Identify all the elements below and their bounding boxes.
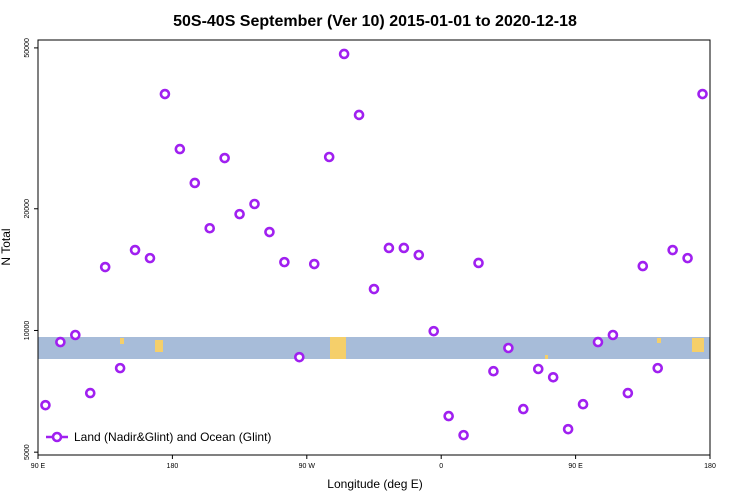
point: [84, 387, 96, 399]
point: [607, 329, 619, 341]
legend-marker: [51, 431, 63, 443]
point: [234, 208, 245, 220]
point: [413, 249, 425, 261]
x-axis-label: Longitude (deg E): [327, 477, 422, 491]
point: [368, 283, 380, 295]
point: [577, 398, 589, 410]
land-patch: [692, 338, 704, 352]
x-tick-label: 180: [704, 463, 716, 470]
point: [294, 351, 305, 363]
x-tick-label: 90 W: [299, 463, 316, 470]
point: [159, 88, 171, 100]
chart-title: 50S-40S September (Ver 10) 2015-01-01 to…: [173, 13, 577, 30]
point: [264, 226, 275, 238]
legend-label: Land (Nadir&Glint) and Ocean (Glint): [74, 430, 271, 444]
point: [99, 261, 111, 273]
point: [279, 256, 290, 268]
point: [353, 109, 365, 121]
x-tick-label: 90 E: [568, 463, 583, 470]
point: [55, 336, 66, 348]
point: [652, 362, 664, 374]
y-tick-label: 20000: [24, 199, 31, 219]
point: [518, 403, 529, 415]
y-axis-label: N Total: [0, 228, 13, 265]
x-tick-label: 90 E: [31, 463, 46, 470]
point: [308, 258, 320, 270]
point: [458, 429, 469, 441]
point: [547, 371, 559, 383]
point: [637, 260, 649, 272]
point: [398, 242, 410, 254]
point: [338, 48, 350, 60]
y-tick-label: 10000: [24, 321, 31, 341]
y-tick-label: 50000: [24, 38, 31, 58]
point: [383, 242, 395, 254]
x-tick-label: 0: [439, 463, 443, 470]
plot-frame: [37, 39, 711, 456]
point: [189, 177, 201, 189]
point: [667, 244, 678, 256]
point: [114, 362, 126, 374]
point: [70, 329, 81, 341]
point: [562, 423, 574, 435]
x-tick-label: 180: [167, 463, 179, 470]
y-tick-label: 5000: [24, 444, 31, 460]
point: [682, 252, 693, 264]
point: [204, 222, 216, 234]
point: [697, 88, 708, 100]
point: [40, 399, 51, 411]
point: [129, 244, 141, 256]
point: [323, 151, 335, 163]
point: [622, 387, 634, 399]
land-patch: [155, 340, 163, 352]
land-patch: [120, 338, 124, 344]
land-patch: [657, 338, 661, 343]
point: [473, 257, 484, 269]
land-patch: [545, 355, 548, 359]
land-patch: [330, 337, 346, 359]
point: [174, 143, 186, 155]
point: [592, 336, 604, 348]
point: [503, 342, 514, 354]
point: [443, 410, 454, 422]
point: [488, 365, 499, 377]
point: [144, 252, 156, 264]
point: [219, 152, 230, 164]
map-strip: [38, 337, 710, 359]
point: [249, 198, 260, 210]
point: [428, 325, 440, 337]
point: [532, 363, 544, 375]
